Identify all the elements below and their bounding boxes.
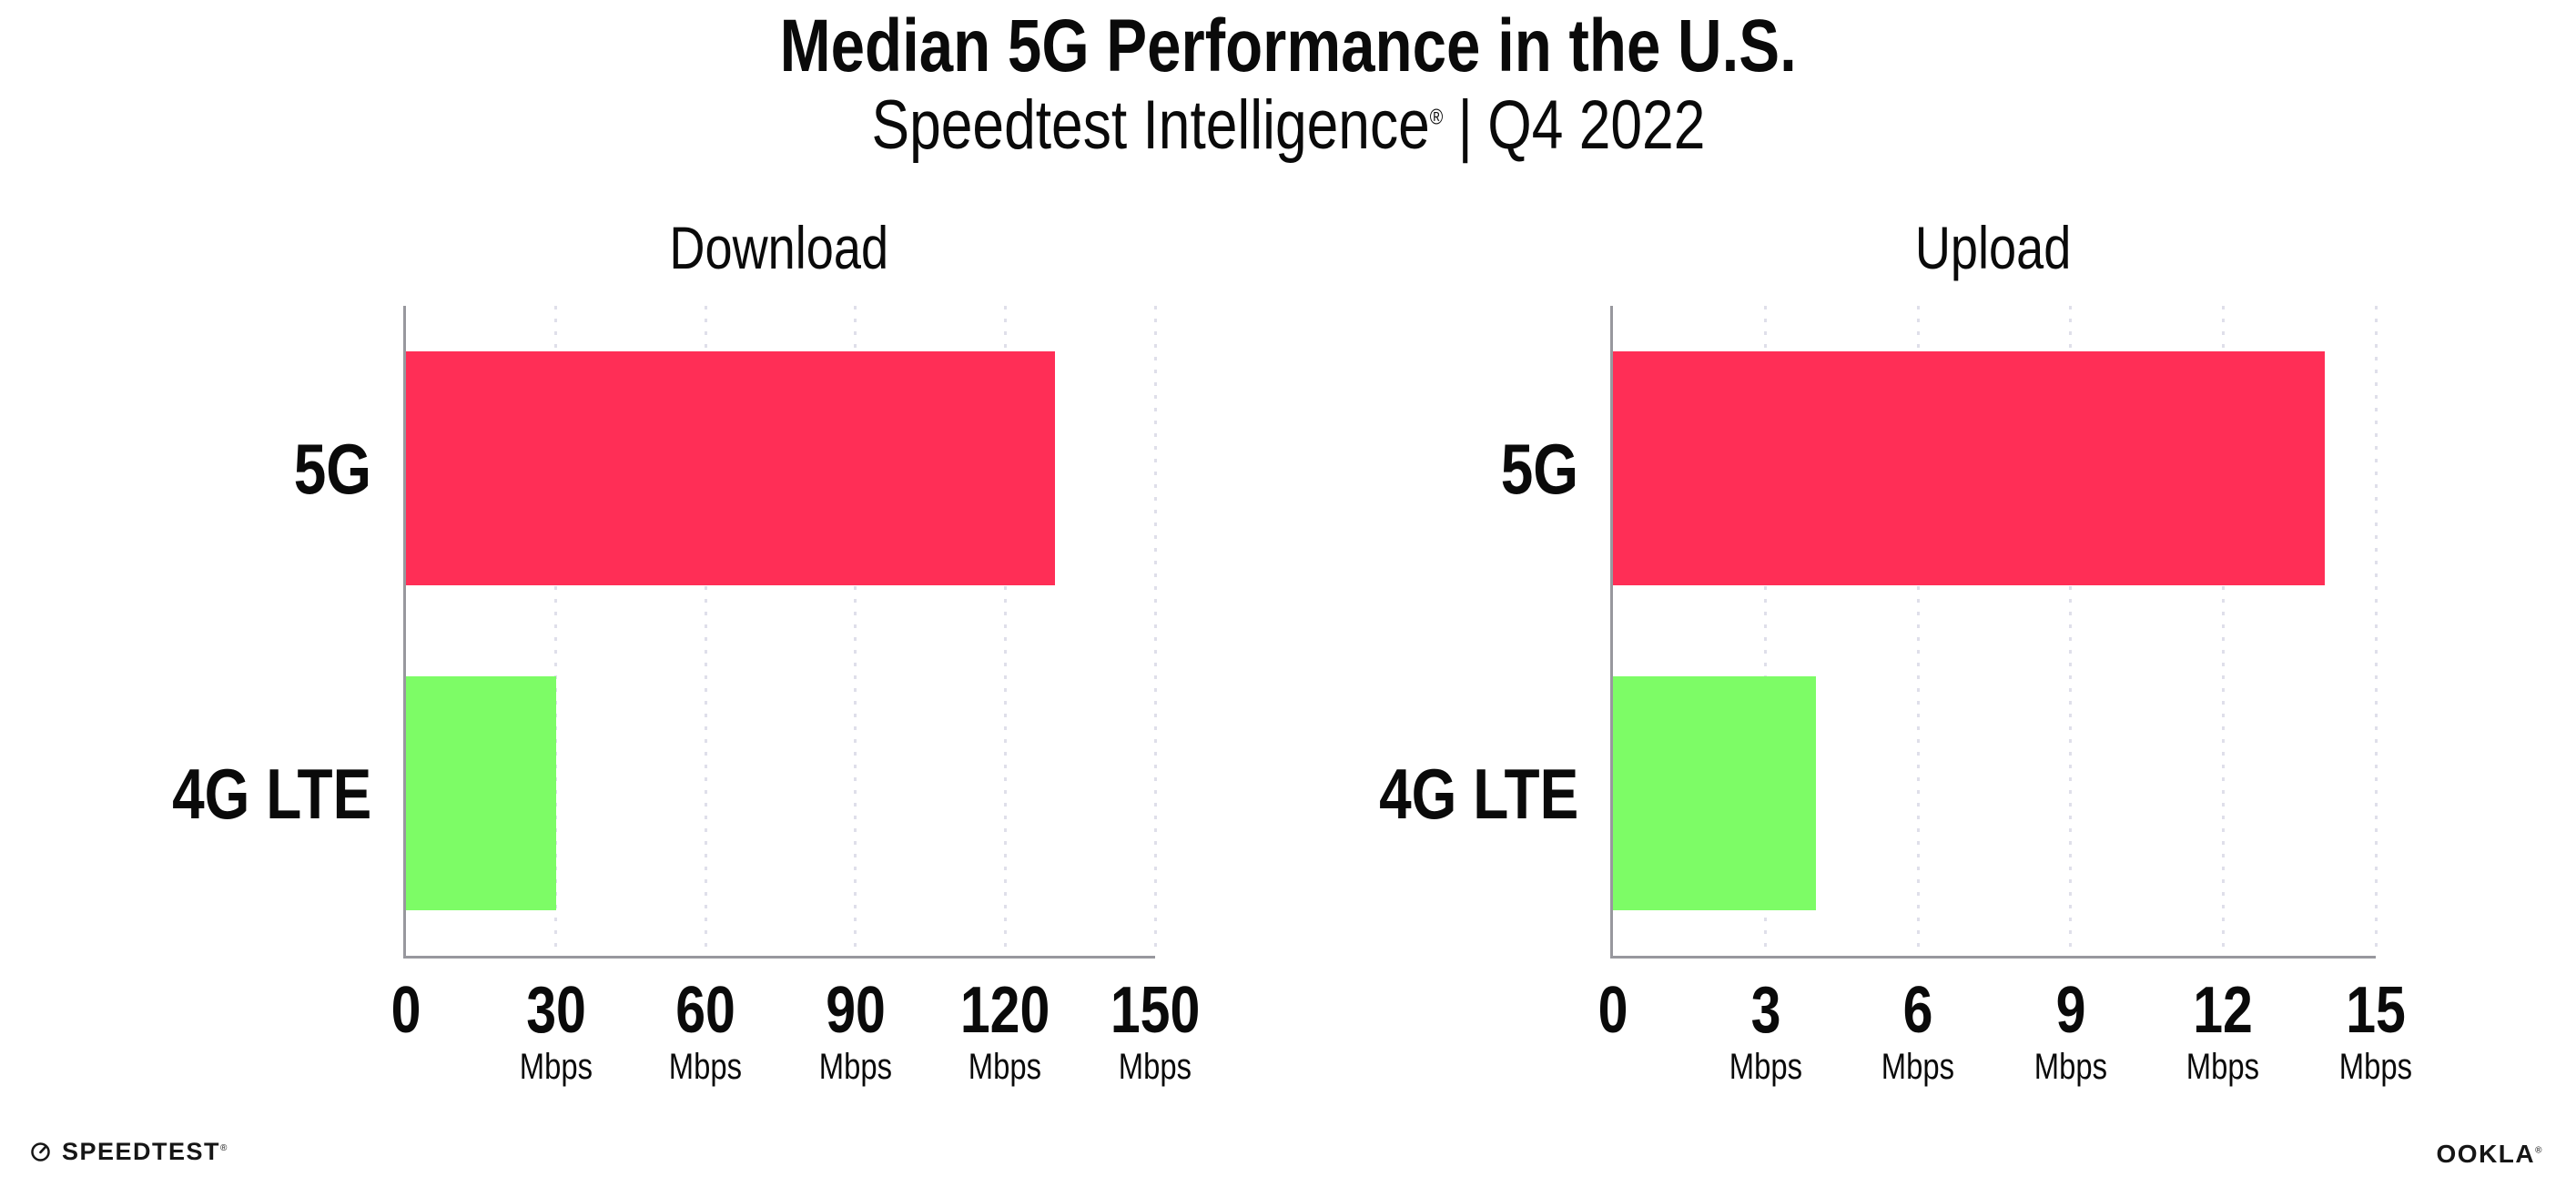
x-tick-unit: Mbps (1729, 1047, 1802, 1087)
x-tick-value: 90 (825, 974, 886, 1047)
x-tick-value: 3 (1750, 974, 1781, 1047)
chart-download: Download 5G 4G LTE 0 30 Mbps 60 Mbps 90 Mbps 120 M… (172, 214, 1200, 1085)
x-tick-download-120: 120 Mbps (896, 978, 1114, 1085)
gridline-upload-15 (2374, 306, 2378, 956)
x-tick-value: 9 (2055, 974, 2086, 1047)
category-label-5g-upload: 5G (1500, 428, 1578, 509)
subtitle-period: Q4 2022 (1486, 86, 1705, 164)
page-subtitle-text: Speedtest Intelligence® | Q4 2022 (871, 87, 1705, 164)
x-tick-upload-15: 15 Mbps (2267, 978, 2485, 1085)
category-label-5g-download: 5G (293, 428, 371, 509)
chart-title-upload-text: Upload (1914, 214, 2072, 281)
speedtest-logo: SPEEDTEST® (30, 1140, 228, 1164)
x-tick-unit: Mbps (1118, 1047, 1192, 1087)
chart-title-upload: Upload (1610, 213, 2376, 282)
ookla-registered-mark: ® (2535, 1145, 2543, 1156)
x-tick-value: 0 (1597, 974, 1628, 1047)
x-tick-download-0: 0 (297, 978, 515, 1043)
speedtest-wordmark: SPEEDTEST® (62, 1140, 228, 1164)
x-tick-value: 6 (1902, 974, 1933, 1047)
page-title-text: Median 5G Performance in the U.S. (779, 5, 1797, 87)
x-tick-value: 150 (1110, 974, 1201, 1047)
x-tick-upload-0: 0 (1504, 978, 1722, 1043)
gridline-download-90 (854, 306, 857, 956)
x-tick-unit: Mbps (519, 1047, 593, 1087)
gridline-upload-9 (2069, 306, 2073, 956)
x-tick-download-60: 60 Mbps (596, 978, 815, 1085)
speedtest-registered-mark: ® (220, 1143, 228, 1153)
speedtest-wordmark-text: SPEEDTEST (62, 1138, 221, 1165)
gridline-upload-12 (2221, 306, 2225, 956)
x-tick-upload-9: 9 Mbps (1962, 978, 2180, 1085)
speedtest-gauge-icon (31, 1142, 50, 1161)
gridline-upload-6 (1916, 306, 1920, 956)
x-tick-unit: Mbps (969, 1047, 1042, 1087)
x-tick-value: 120 (960, 974, 1050, 1047)
x-tick-download-30: 30 Mbps (447, 978, 665, 1085)
ookla-wordmark-text: OOKLA (2436, 1140, 2536, 1168)
page-subtitle: Speedtest Intelligence® | Q4 2022 (0, 87, 2576, 164)
x-tick-value: 15 (2346, 974, 2406, 1047)
x-tick-value: 30 (525, 974, 586, 1047)
subtitle-brand: Speedtest Intelligence (871, 86, 1430, 164)
x-tick-download-150: 150 Mbps (1046, 978, 1264, 1085)
category-label-4g-lte-upload: 4G LTE (1378, 753, 1578, 834)
chart-upload: Upload 5G 4G LTE 0 3 Mbps 6 Mbps 9 Mbps 12 Mbps 15 M… (1379, 214, 2412, 1085)
x-tick-upload-12: 12 Mbps (2114, 978, 2332, 1085)
x-tick-unit: Mbps (2338, 1047, 2413, 1087)
x-tick-unit: Mbps (818, 1047, 892, 1087)
bar-4g-lte-upload (1613, 675, 1817, 910)
x-tick-download-90: 90 Mbps (746, 978, 965, 1085)
x-tick-unit: Mbps (1881, 1047, 1955, 1087)
x-tick-value: 60 (675, 974, 736, 1047)
bar-4g-lte-download (406, 675, 556, 910)
gridline-download-150 (1153, 306, 1157, 956)
subtitle-separator: | (1457, 86, 1473, 164)
plot-area-download: 5G 4G LTE 0 30 Mbps 60 Mbps 90 Mbps 120 Mbps 150 Mbp… (172, 306, 1200, 1085)
ookla-logo: OOKLA® (2437, 1141, 2543, 1167)
category-label-4g-lte-download: 4G LTE (171, 753, 371, 834)
x-tick-upload-6: 6 Mbps (1809, 978, 2027, 1085)
x-tick-value: 12 (2193, 974, 2254, 1047)
chart-title-download: Download (403, 213, 1155, 282)
x-tick-value: 0 (390, 974, 421, 1047)
registered-trademark-symbol: ® (1429, 105, 1443, 130)
x-tick-unit: Mbps (2033, 1047, 2107, 1087)
chart-title-download-text: Download (669, 214, 889, 281)
gridline-upload-3 (1764, 306, 1768, 956)
gridline-download-60 (704, 306, 707, 956)
page-title: Median 5G Performance in the U.S. (0, 5, 2576, 87)
plot-area-upload: 5G 4G LTE 0 3 Mbps 6 Mbps 9 Mbps 12 Mbps 15 Mbps (1379, 306, 2412, 1085)
x-tick-upload-3: 3 Mbps (1657, 978, 1875, 1085)
gridline-download-120 (1003, 306, 1007, 956)
bar-5g-download (406, 350, 1056, 585)
bar-5g-upload (1613, 350, 2326, 585)
gridline-download-30 (554, 306, 558, 956)
x-tick-unit: Mbps (669, 1047, 743, 1087)
x-tick-unit: Mbps (2186, 1047, 2260, 1087)
